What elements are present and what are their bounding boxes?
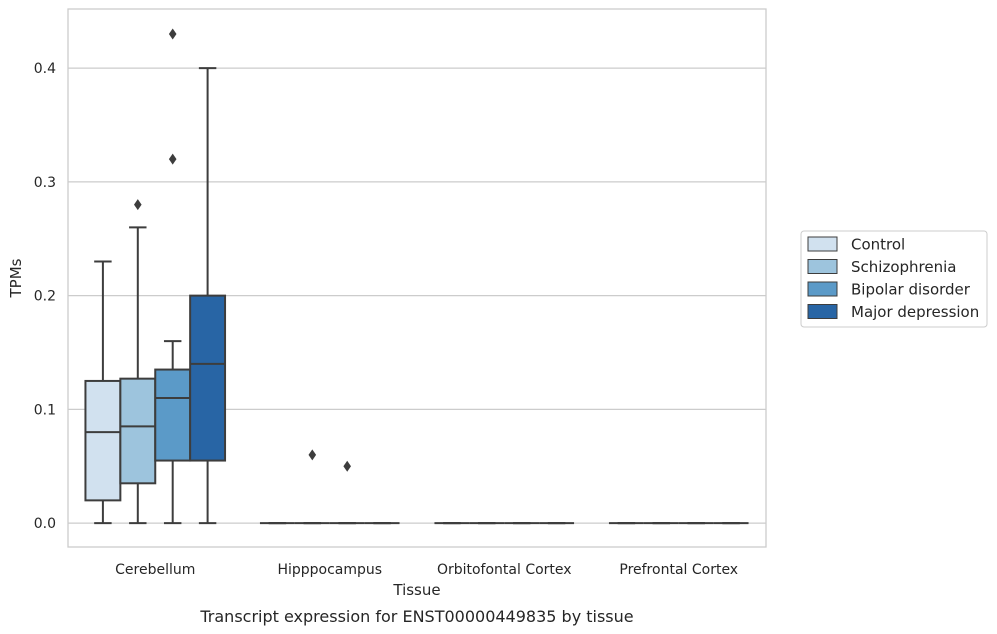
box-plot-bipolar-disorder [154,340,192,525]
figure-caption: Transcript expression for ENST0000044983… [199,607,633,626]
y-axis-title: TPMs [7,258,25,298]
box-plot-schizophrenia [119,226,157,525]
outlier-point [343,460,351,472]
box-plots [84,67,749,525]
outlier-point [168,28,177,40]
plot-area-frame [67,8,767,548]
legend-swatch [807,281,838,297]
y-tick-label: 0.3 [34,175,56,191]
iqr-box [119,377,157,485]
outlier-points [134,28,351,472]
iqr-box [84,379,122,502]
x-axis-title: Tissue [392,581,440,599]
outlier-point [134,199,142,211]
legend-swatch [807,236,838,252]
y-tick-labels: 0.0 0.1 0.2 0.3 0.4 [34,61,56,532]
legend-swatch [807,304,838,319]
y-tick-label: 0.4 [34,61,56,77]
x-tick-label: Prefrontal Cortex [619,562,738,578]
legend-label: Bipolar disorder [851,281,971,299]
x-tick-label: Orbitofontal Cortex [437,562,572,578]
x-tick-labels: Cerebellum Hipppocampus Orbitofontal Corte… [115,562,738,578]
x-tick-label: Hipppocampus [277,562,382,578]
legend-label: Control [851,236,905,254]
iqr-box [189,294,227,462]
x-tick-label: Cerebellum [115,562,195,578]
outlier-point [168,153,177,165]
box-plot-control [84,260,122,525]
outlier-point [308,449,317,461]
legend: Control Schizophrenia Bipolar disorder Majo… [800,230,988,328]
legend-label: Schizophrenia [851,258,956,276]
y-tick-label: 0.1 [34,402,56,418]
legend-swatch [807,259,838,274]
y-tick-label: 0.2 [34,289,56,305]
iqr-box [154,368,192,462]
legend-frame [800,230,988,328]
box-plot-major-depression [189,67,227,525]
y-tick-label: 0.0 [34,516,56,532]
legend-label: Major depression [851,303,979,321]
